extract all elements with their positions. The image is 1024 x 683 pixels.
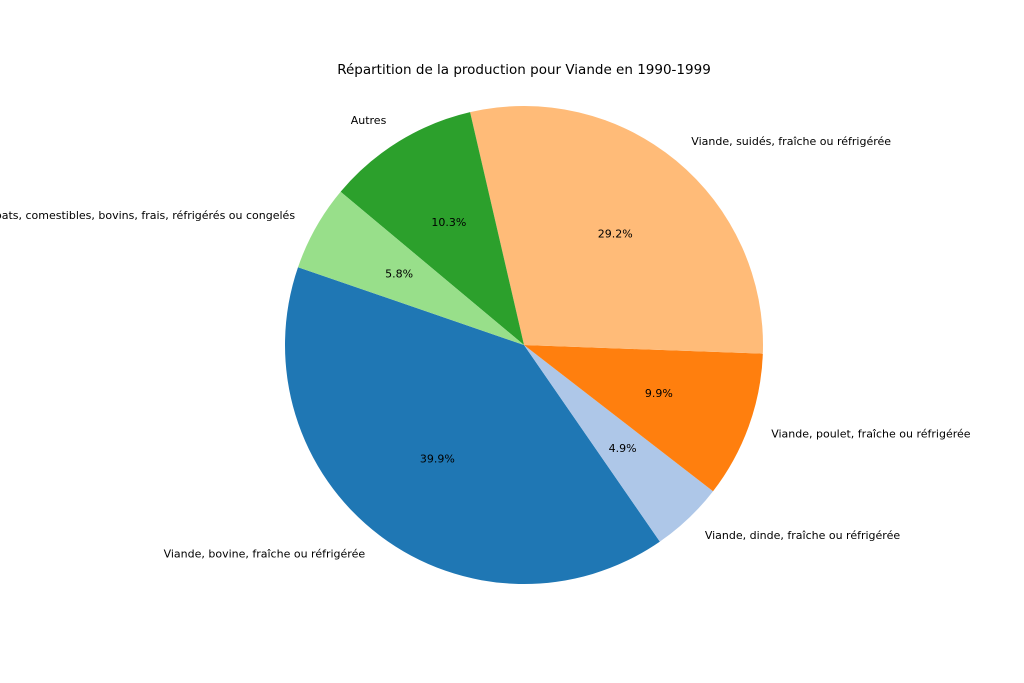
pie-slice	[524, 345, 714, 542]
pct-label: 4.9%	[609, 442, 637, 455]
pie-slice	[285, 267, 660, 585]
slice-label: Viande, bovine, fraîche ou réfrigérée	[164, 547, 366, 560]
pie-slice	[524, 345, 763, 492]
pct-label: 5.8%	[385, 268, 413, 281]
slice-label: Abats, comestibles, bovins, frais, réfri…	[0, 209, 295, 222]
slice-label: Autres	[351, 114, 387, 127]
chart-title: Répartition de la production pour Viande…	[337, 62, 711, 78]
pct-label: 10.3%	[431, 216, 466, 229]
pie-slice	[470, 105, 763, 354]
pct-label: 39.9%	[420, 452, 455, 465]
pct-label: 29.2%	[598, 227, 633, 240]
slice-label: Viande, suidés, fraîche ou réfrigérée	[691, 135, 891, 148]
slice-label: Viande, poulet, fraîche ou réfrigérée	[771, 427, 971, 440]
pie-slice	[298, 191, 524, 345]
pie-slice	[340, 112, 524, 345]
slice-label: Viande, dinde, fraîche ou réfrigérée	[705, 529, 901, 542]
pct-label: 9.9%	[645, 387, 673, 400]
